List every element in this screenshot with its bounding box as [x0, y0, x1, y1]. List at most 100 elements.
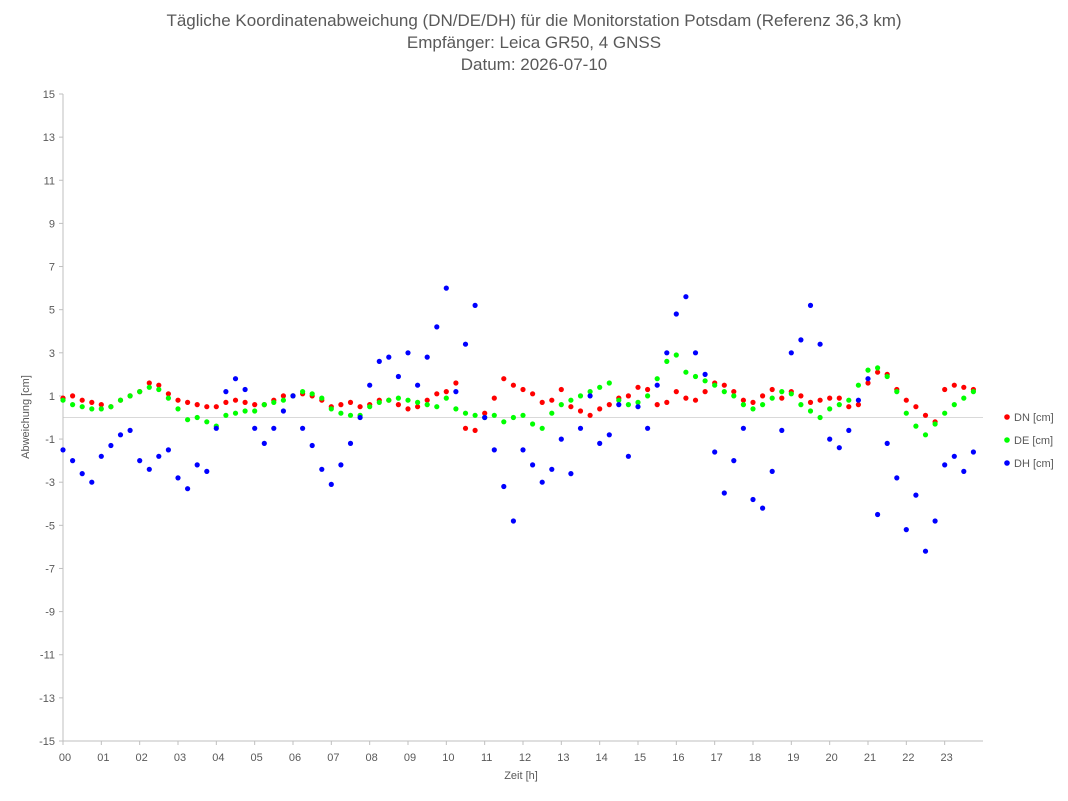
data-point — [127, 427, 133, 433]
chart-title-line-1: Tägliche Koordinatenabweichung (DN/DE/DH… — [166, 11, 902, 30]
data-point — [443, 389, 449, 395]
data-point — [395, 373, 401, 380]
data-point — [127, 393, 133, 399]
data-point — [539, 425, 545, 431]
data-point — [922, 432, 929, 438]
data-point — [501, 483, 507, 490]
data-point — [146, 380, 152, 386]
data-point — [712, 382, 718, 388]
data-point — [875, 511, 881, 518]
x-tick-label: 08 — [366, 752, 378, 764]
series-layer — [60, 285, 977, 554]
data-point — [558, 402, 564, 408]
data-point — [625, 453, 632, 459]
data-point — [146, 466, 152, 472]
data-point — [702, 371, 708, 377]
data-point — [587, 389, 593, 395]
x-tick-label: 10 — [442, 752, 454, 764]
data-point — [692, 373, 699, 380]
data-point — [367, 382, 373, 388]
data-point — [530, 421, 536, 427]
data-point — [664, 399, 670, 405]
data-point — [347, 399, 354, 405]
data-point — [386, 397, 392, 403]
data-point — [338, 410, 344, 416]
data-point — [846, 427, 852, 433]
data-point — [865, 380, 871, 386]
data-point — [242, 408, 248, 414]
data-point — [98, 402, 104, 408]
data-point — [89, 479, 95, 485]
x-tick-label: 00 — [59, 752, 71, 764]
data-point — [242, 399, 248, 405]
data-point — [491, 395, 497, 401]
data-point — [367, 404, 373, 410]
data-point — [70, 402, 76, 408]
data-point — [855, 397, 862, 403]
legend-marker — [1004, 414, 1010, 420]
data-point — [70, 393, 76, 399]
data-point — [395, 402, 401, 408]
data-point — [597, 406, 603, 412]
data-point — [577, 408, 584, 414]
data-point — [731, 393, 737, 399]
data-point — [539, 479, 545, 485]
data-point — [721, 389, 727, 395]
data-point — [951, 453, 957, 459]
data-point — [510, 518, 516, 524]
data-point — [625, 393, 632, 399]
data-point — [807, 408, 814, 414]
data-point — [510, 382, 516, 388]
data-point — [175, 475, 181, 481]
data-point — [472, 302, 478, 308]
data-point — [165, 395, 171, 401]
data-point — [501, 419, 507, 425]
x-tick-label: 09 — [404, 752, 416, 764]
x-tick-label: 15 — [634, 752, 646, 764]
data-point — [472, 412, 478, 418]
data-point — [280, 393, 286, 399]
data-point — [117, 432, 124, 438]
data-point — [252, 402, 258, 408]
data-point — [261, 402, 267, 408]
data-point — [865, 367, 871, 373]
data-point — [817, 414, 823, 421]
data-point — [204, 404, 210, 410]
data-point — [252, 425, 258, 431]
legend-label: DE [cm] — [1014, 435, 1053, 447]
data-point — [970, 449, 977, 455]
data-point — [156, 386, 162, 393]
data-point — [309, 442, 315, 449]
data-point — [827, 436, 833, 442]
y-tick-label: 11 — [44, 175, 55, 187]
data-point — [846, 397, 852, 403]
data-point — [750, 496, 756, 503]
data-point — [213, 404, 219, 410]
data-point — [817, 397, 823, 403]
data-point — [625, 402, 632, 408]
data-point — [491, 447, 497, 453]
data-point — [875, 365, 881, 371]
data-point — [79, 471, 85, 477]
data-point — [884, 373, 890, 380]
data-point — [462, 341, 469, 347]
data-point — [894, 475, 900, 481]
data-point — [961, 395, 967, 401]
data-point — [549, 397, 555, 403]
data-point — [300, 389, 306, 395]
data-point — [60, 447, 66, 453]
data-point — [376, 358, 382, 364]
data-point — [932, 421, 938, 427]
data-point — [683, 294, 689, 300]
data-point — [232, 397, 239, 403]
data-point — [165, 447, 171, 453]
data-point — [434, 404, 440, 410]
data-point — [338, 462, 344, 468]
data-point — [577, 393, 584, 399]
data-point — [568, 397, 574, 403]
data-point — [290, 393, 296, 399]
data-point — [462, 410, 469, 416]
data-point — [558, 436, 564, 442]
y-tick-label: -3 — [45, 477, 55, 489]
y-tick-label: 3 — [49, 348, 55, 360]
